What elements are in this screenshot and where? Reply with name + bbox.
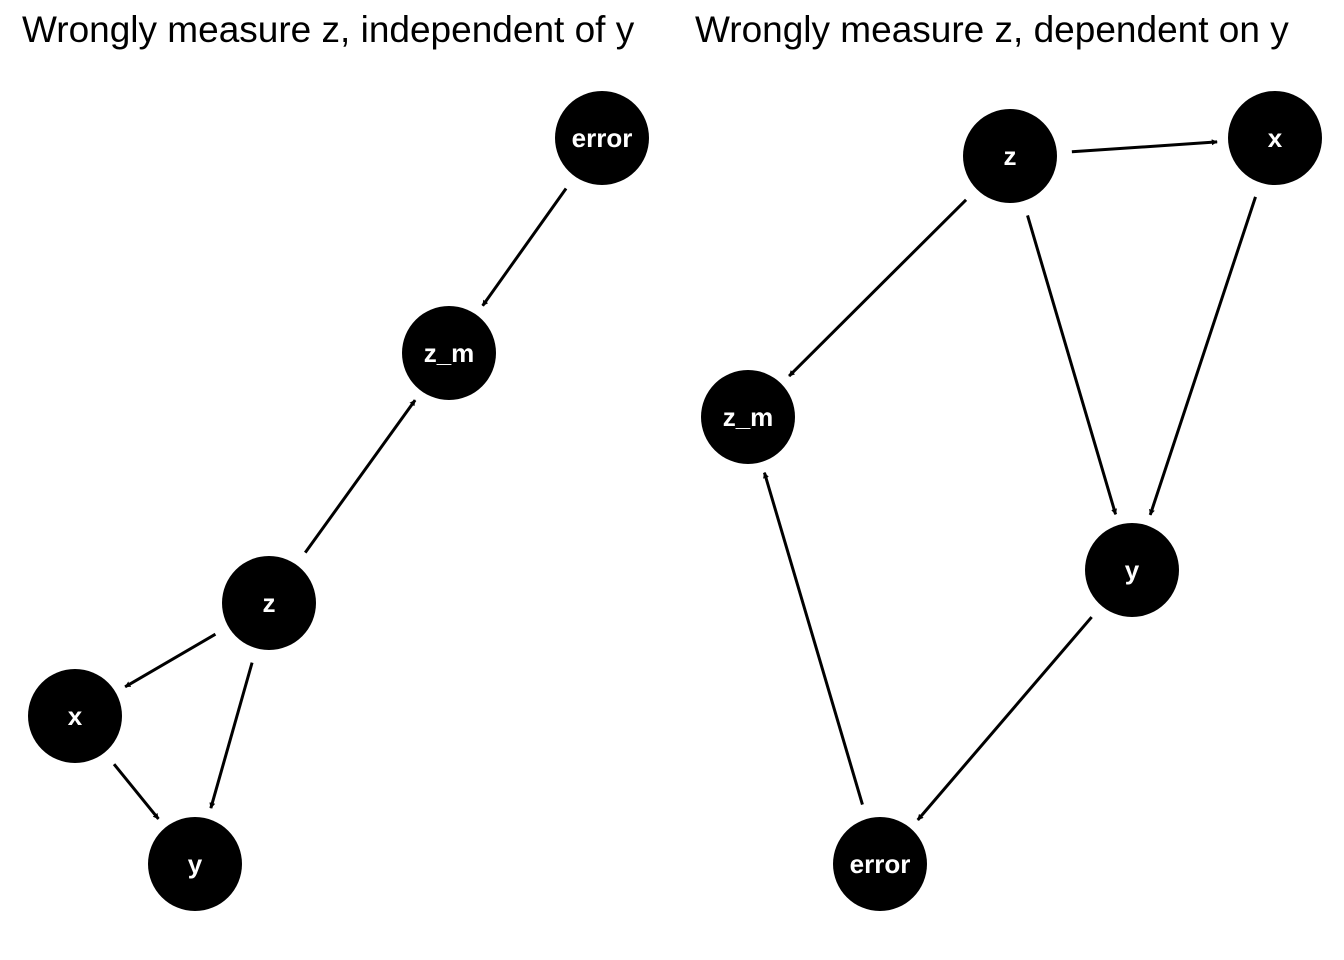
node-circle [222, 556, 316, 650]
node-label: z_m [723, 402, 774, 432]
node-circle [28, 669, 122, 763]
node-label: z_m [424, 338, 475, 368]
node-circle [1228, 91, 1322, 185]
edges-layer [112, 139, 1257, 821]
node-circle [148, 817, 242, 911]
node-label: z [263, 588, 276, 618]
node-y: y [1085, 523, 1179, 617]
edge-z-to-x [124, 632, 217, 689]
node-error: error [833, 817, 927, 911]
node-x: x [28, 669, 122, 763]
node-z-m: z_m [701, 370, 795, 464]
edge-z-to-z-m [788, 198, 968, 378]
node-label: error [572, 123, 633, 153]
node-label: x [1268, 123, 1283, 153]
node-circle [402, 306, 496, 400]
edge-x-to-y [1148, 196, 1257, 516]
node-label: y [188, 849, 203, 879]
node-circle [963, 109, 1057, 203]
panel-title-independent: Wrongly measure z, independent of y [22, 9, 635, 50]
node-error: error [555, 91, 649, 185]
node-circle [1085, 523, 1179, 617]
edge-x-to-y [112, 763, 160, 820]
edge-z-to-z-m [304, 399, 417, 554]
node-circle [555, 91, 649, 185]
panel-title-dependent: Wrongly measure z, dependent on y [695, 9, 1289, 50]
node-label: error [850, 849, 911, 879]
edge-y-to-error [916, 616, 1093, 821]
node-x: x [1228, 91, 1322, 185]
node-z-m: z_m [402, 306, 496, 400]
node-y: y [148, 817, 242, 911]
node-label: y [1125, 555, 1140, 585]
node-circle [833, 817, 927, 911]
edge-error-to-z-m [762, 472, 864, 805]
node-circle [701, 370, 795, 464]
edge-z-to-x [1071, 139, 1218, 154]
node-z: z [963, 109, 1057, 203]
node-label: x [68, 701, 83, 731]
edge-z-to-y [1026, 215, 1118, 515]
edge-z-to-y [209, 662, 254, 809]
edge-error-to-z-m [481, 187, 568, 307]
node-z: z [222, 556, 316, 650]
node-label: z [1004, 141, 1017, 171]
